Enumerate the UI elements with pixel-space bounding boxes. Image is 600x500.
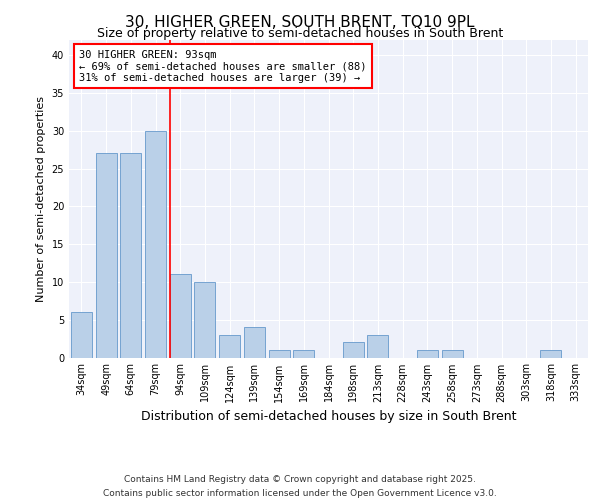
X-axis label: Distribution of semi-detached houses by size in South Brent: Distribution of semi-detached houses by … bbox=[141, 410, 516, 423]
Bar bbox=[95, 154, 116, 358]
Text: Contains HM Land Registry data © Crown copyright and database right 2025.
Contai: Contains HM Land Registry data © Crown c… bbox=[103, 476, 497, 498]
Bar bbox=[145, 130, 166, 358]
Bar bbox=[71, 312, 92, 358]
Bar bbox=[269, 350, 290, 358]
Text: 30, HIGHER GREEN, SOUTH BRENT, TQ10 9PL: 30, HIGHER GREEN, SOUTH BRENT, TQ10 9PL bbox=[125, 15, 475, 30]
Text: Size of property relative to semi-detached houses in South Brent: Size of property relative to semi-detach… bbox=[97, 28, 503, 40]
Text: 30 HIGHER GREEN: 93sqm
← 69% of semi-detached houses are smaller (88)
31% of sem: 30 HIGHER GREEN: 93sqm ← 69% of semi-det… bbox=[79, 50, 367, 82]
Bar bbox=[219, 335, 240, 357]
Bar bbox=[293, 350, 314, 358]
Bar bbox=[194, 282, 215, 358]
Bar bbox=[170, 274, 191, 357]
Bar bbox=[343, 342, 364, 357]
Bar bbox=[541, 350, 562, 358]
Bar bbox=[244, 328, 265, 358]
Bar bbox=[367, 335, 388, 357]
Bar bbox=[442, 350, 463, 358]
Bar bbox=[417, 350, 438, 358]
Y-axis label: Number of semi-detached properties: Number of semi-detached properties bbox=[36, 96, 46, 302]
Bar bbox=[120, 154, 141, 358]
